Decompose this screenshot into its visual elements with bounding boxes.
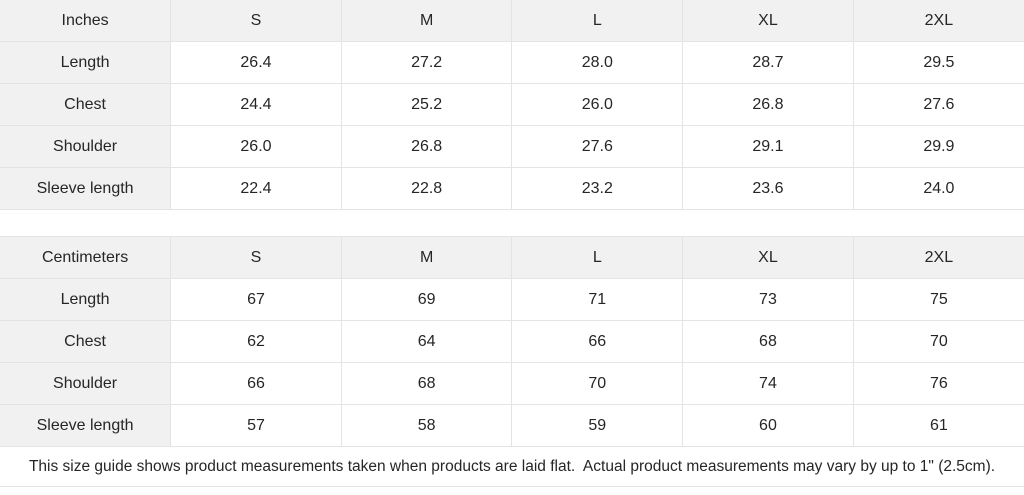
centimeters-header-row: Centimeters S M L XL 2XL (0, 236, 1024, 279)
table-spacer (0, 210, 1024, 236)
cell: 64 (340, 320, 513, 363)
table-row: Length 67 69 71 73 75 (0, 278, 1024, 321)
row-label-shoulder: Shoulder (0, 362, 172, 405)
row-label-chest: Chest (0, 83, 172, 126)
cell: 27.6 (852, 83, 1024, 126)
cell: 29.9 (852, 125, 1024, 168)
cell: 71 (511, 278, 684, 321)
table-row: Sleeve length 22.4 22.8 23.2 23.6 24.0 (0, 167, 1024, 210)
table-row: Chest 62 64 66 68 70 (0, 320, 1024, 363)
cell: 26.8 (340, 125, 513, 168)
cell: 60 (682, 404, 854, 447)
cell: 70 (511, 362, 684, 405)
centimeters-size-header-m: M (340, 236, 513, 279)
cell: 57 (170, 404, 342, 447)
centimeters-size-header-xl: XL (682, 236, 854, 279)
size-table-inches: Inches S M L XL 2XL Length 26.4 27.2 28.… (0, 0, 1024, 210)
row-label-length: Length (0, 41, 172, 84)
cell: 62 (170, 320, 342, 363)
cell: 29.1 (682, 125, 854, 168)
row-label-chest: Chest (0, 320, 172, 363)
cell: 24.0 (852, 167, 1024, 210)
cell: 22.8 (340, 167, 513, 210)
cell: 68 (340, 362, 513, 405)
cell: 67 (170, 278, 342, 321)
cell: 66 (511, 320, 684, 363)
cell: 24.4 (170, 83, 342, 126)
cell: 74 (682, 362, 854, 405)
cell: 26.0 (511, 83, 684, 126)
size-guide-footnote: This size guide shows product measuremen… (0, 447, 1024, 487)
row-label-length: Length (0, 278, 172, 321)
inches-unit-header: Inches (0, 0, 172, 42)
cell: 23.2 (511, 167, 684, 210)
cell: 28.7 (682, 41, 854, 84)
table-row: Length 26.4 27.2 28.0 28.7 29.5 (0, 41, 1024, 84)
row-label-shoulder: Shoulder (0, 125, 172, 168)
inches-header-row: Inches S M L XL 2XL (0, 0, 1024, 42)
cell: 27.2 (340, 41, 513, 84)
cell: 26.4 (170, 41, 342, 84)
inches-size-header-2xl: 2XL (852, 0, 1024, 42)
table-row: Sleeve length 57 58 59 60 61 (0, 404, 1024, 447)
cell: 66 (170, 362, 342, 405)
cell: 23.6 (682, 167, 854, 210)
row-label-sleeve-length: Sleeve length (0, 404, 172, 447)
centimeters-size-header-2xl: 2XL (852, 236, 1024, 279)
cell: 58 (340, 404, 513, 447)
cell: 75 (852, 278, 1024, 321)
centimeters-size-header-l: L (511, 236, 684, 279)
cell: 70 (852, 320, 1024, 363)
cell: 22.4 (170, 167, 342, 210)
cell: 26.0 (170, 125, 342, 168)
inches-size-header-l: L (511, 0, 684, 42)
table-row: Chest 24.4 25.2 26.0 26.8 27.6 (0, 83, 1024, 126)
cell: 59 (511, 404, 684, 447)
size-table-centimeters: Centimeters S M L XL 2XL Length 67 69 71… (0, 236, 1024, 447)
inches-size-header-s: S (170, 0, 342, 42)
cell: 25.2 (340, 83, 513, 126)
cell: 76 (852, 362, 1024, 405)
table-row: Shoulder 26.0 26.8 27.6 29.1 29.9 (0, 125, 1024, 168)
row-label-sleeve-length: Sleeve length (0, 167, 172, 210)
cell: 26.8 (682, 83, 854, 126)
cell: 61 (852, 404, 1024, 447)
cell: 28.0 (511, 41, 684, 84)
cell: 68 (682, 320, 854, 363)
cell: 29.5 (852, 41, 1024, 84)
inches-size-header-xl: XL (682, 0, 854, 42)
cell: 69 (340, 278, 513, 321)
inches-size-header-m: M (340, 0, 513, 42)
centimeters-size-header-s: S (170, 236, 342, 279)
table-row: Shoulder 66 68 70 74 76 (0, 362, 1024, 405)
cell: 27.6 (511, 125, 684, 168)
cell: 73 (682, 278, 854, 321)
centimeters-unit-header: Centimeters (0, 236, 172, 279)
